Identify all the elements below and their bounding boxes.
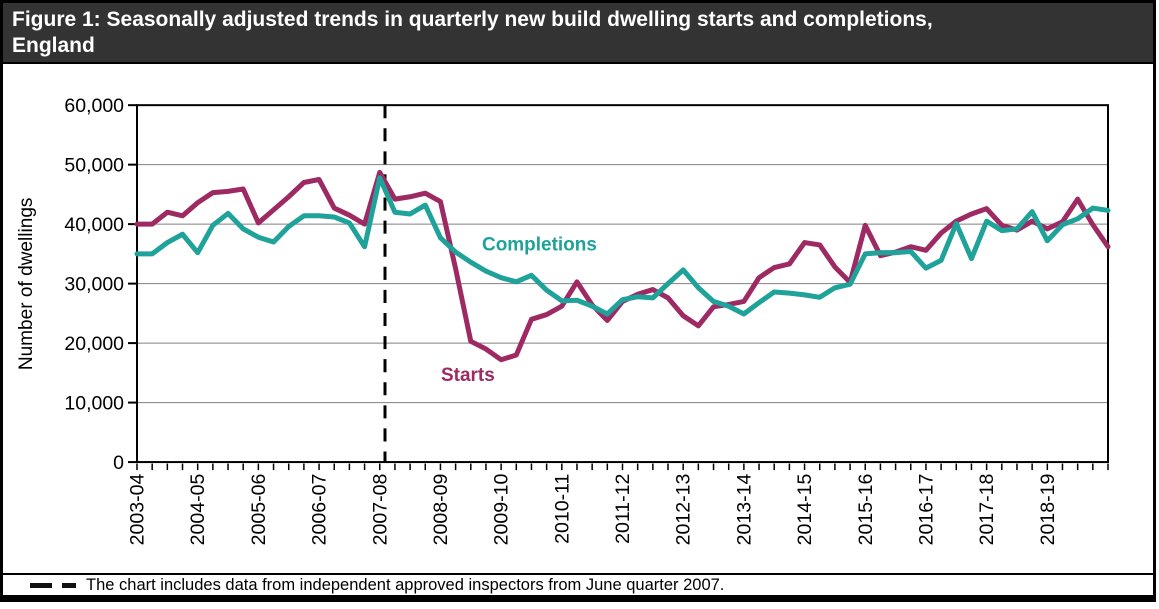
x-axis-year-label: 2006-07 [309,474,331,546]
completions-series-label: Completions [482,235,597,256]
footnote-bar: The chart includes data from independent… [3,573,1153,595]
dashed-line-icon [30,582,76,588]
figure-title-line2: England [12,34,95,57]
footnote-text: The chart includes data from independent… [86,575,725,594]
x-axis-year-label: 2015-16 [855,474,877,546]
x-axis-year-label: 2016-17 [915,474,937,546]
plot-border [136,104,1109,464]
x-axis-year-label: 2003-04 [127,473,149,545]
x-axis-year-label: 2008-09 [430,474,452,546]
y-axis-title: Number of dwellings [16,198,37,371]
line-chart: 0 10,000 20,000 30,000 40,000 50,000 60,000 200… [16,95,1111,546]
x-axis-year-label: 2004-05 [187,473,209,545]
figure-title-line1: Figure 1: Seasonally adjusted trends in … [12,8,933,31]
y-axis-tick-label: 20,000 [64,333,124,355]
x-axis-year-label: 2018-19 [1037,474,1059,546]
completions-line [134,175,1111,317]
x-axis-year-label: 2011-12 [612,474,634,544]
y-axis-tick-label: 60,000 [64,95,124,117]
x-axis-year-label: 2009-10 [491,473,513,545]
starts-line [134,169,1111,363]
x-axis-year-label: 2012-13 [673,474,695,546]
y-axis-tick-label: 50,000 [64,155,124,177]
x-axis-year-label: 2007-08 [369,474,391,546]
x-axis-year-label: 2017-18 [976,474,998,546]
x-axis-year-label: 2013-14 [733,473,755,545]
x-axis-year-label: 2010-11 [551,474,573,544]
figure-title-bar: Figure 1: Seasonally adjusted trends in … [3,3,1153,64]
y-axis-tick-label: 0 [113,452,124,474]
chart-area: 0 10,000 20,000 30,000 40,000 50,000 60,000 200… [3,64,1153,573]
y-axis-tick-label: 30,000 [64,274,124,296]
x-axis-year-label: 2014-15 [794,473,816,545]
starts-series-label: Starts [441,365,495,386]
y-axis-tick-label: 10,000 [64,393,124,415]
x-axis-year-label: 2005-06 [248,474,270,546]
y-axis-tick-label: 40,000 [64,214,124,236]
